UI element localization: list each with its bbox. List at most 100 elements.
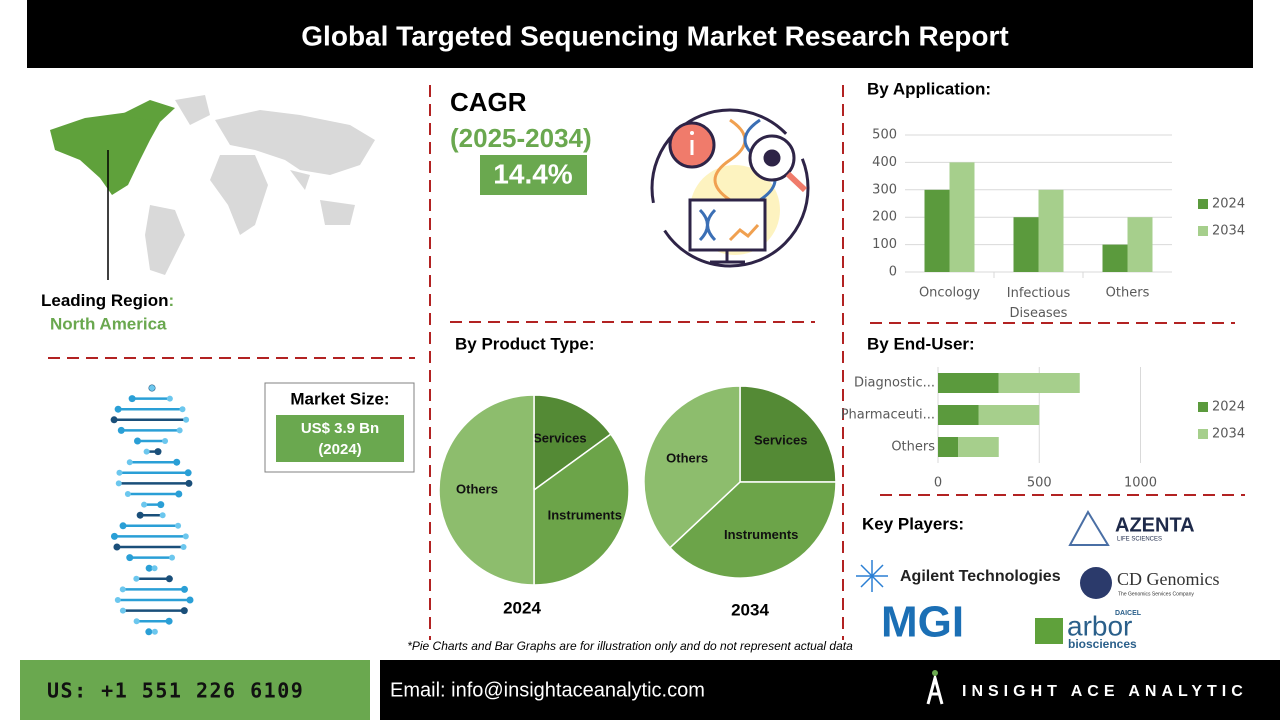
legend-label: 2034 xyxy=(1212,224,1245,239)
dna-dot xyxy=(114,405,122,413)
dna-dot xyxy=(119,522,127,530)
cd-genomics-name: CD Genomics xyxy=(1117,569,1220,589)
brand: INSIGHT ACE ANALYTIC xyxy=(962,683,1248,700)
pie-slice xyxy=(533,394,612,492)
slice-label: Services xyxy=(533,431,587,446)
dna-dot xyxy=(184,469,192,477)
market-size-value: US$ 3.9 Bn xyxy=(301,420,379,437)
azenta-tagline: LIFE SCIENCES xyxy=(1117,537,1162,543)
dna-dot xyxy=(179,406,186,413)
arbor-parent: DAICEL xyxy=(1115,610,1142,617)
x-tick-label: Infectious Diseases xyxy=(1007,286,1071,321)
dna-dot xyxy=(182,533,189,540)
dna-dot xyxy=(115,480,122,487)
dna-dot xyxy=(159,512,166,519)
y-tick-label: 500 xyxy=(872,128,897,143)
research-icon xyxy=(650,108,810,268)
dna-dot xyxy=(151,628,158,635)
y-tick-label: Pharmaceuti... xyxy=(841,408,935,423)
chart-title: By Application: xyxy=(867,79,991,98)
market-size-label: Market Size: xyxy=(290,389,389,408)
chart-title: By Product Type: xyxy=(455,334,594,353)
legend-swatch xyxy=(1198,199,1208,209)
bar xyxy=(924,189,950,272)
dna-graphic xyxy=(110,384,194,636)
pie-year: 2034 xyxy=(731,600,769,619)
cd-genomics-tagline: The Genomics Services Company xyxy=(1118,591,1194,597)
y-tick-label: 200 xyxy=(872,210,897,225)
y-tick-label: 0 xyxy=(889,265,897,280)
y-tick-label: Diagnostic... xyxy=(854,376,935,391)
pie-slice xyxy=(533,433,630,586)
dna-dot xyxy=(154,448,162,456)
dna-dot xyxy=(165,617,173,625)
dna-dot xyxy=(185,479,193,487)
dna-dot xyxy=(149,385,155,391)
pie-slice xyxy=(668,481,837,579)
footnote: *Pie Charts and Bar Graphs are for illus… xyxy=(407,639,853,653)
slice-label: Others xyxy=(456,481,498,496)
key-players-title: Key Players: xyxy=(862,514,964,533)
dna-dot xyxy=(166,395,173,402)
bar xyxy=(1102,244,1128,272)
arbor-name: arbor xyxy=(1067,610,1132,641)
dna-dot xyxy=(126,459,133,466)
bar xyxy=(978,405,1040,425)
dna-dot xyxy=(128,395,136,403)
x-tick-label: 500 xyxy=(1027,476,1052,491)
dna-dot xyxy=(124,491,131,497)
dna-dot xyxy=(133,437,141,445)
region-label: Leading Region: xyxy=(41,291,174,310)
legend-label: 2034 xyxy=(1212,427,1245,442)
bar xyxy=(949,162,975,272)
email: Email: info@insightaceanalytic.com xyxy=(390,679,705,701)
dna-dot xyxy=(175,490,183,498)
bar xyxy=(938,373,999,393)
y-tick-label: 100 xyxy=(872,237,897,252)
dna-dot xyxy=(180,585,188,593)
brand-logo xyxy=(926,672,944,705)
dna-dot xyxy=(176,427,183,434)
cagr-box xyxy=(480,155,587,195)
agilent-mark xyxy=(856,560,888,592)
dna-dot xyxy=(110,532,118,540)
market-size-year: (2024) xyxy=(318,441,361,458)
slice-label: Instruments xyxy=(548,507,622,522)
slice-label: Instruments xyxy=(724,527,798,542)
title: Global Targeted Sequencing Market Resear… xyxy=(301,20,1008,51)
dna-dot xyxy=(145,628,153,636)
y-tick-label: 400 xyxy=(872,155,897,170)
dna-dot xyxy=(165,575,173,583)
x-tick-label-line: Diseases xyxy=(1010,306,1068,321)
bar xyxy=(938,437,959,457)
arbor-mark xyxy=(1035,618,1063,644)
pie-slice xyxy=(438,394,535,586)
bar xyxy=(1127,217,1153,272)
dna-dot xyxy=(114,597,121,603)
cagr-value: 14.4% xyxy=(493,158,572,189)
dna-dot xyxy=(113,543,121,551)
dna-dot xyxy=(180,544,187,550)
market-size-value-box xyxy=(276,415,404,462)
azenta-name: AZENTA xyxy=(1115,514,1195,536)
slice-label: Services xyxy=(754,433,808,448)
agilent-name: Agilent Technologies xyxy=(900,568,1061,585)
pie-slice xyxy=(739,385,837,483)
x-tick-label-line: Infectious xyxy=(1007,286,1071,301)
bar xyxy=(1038,189,1064,272)
dna-dot xyxy=(117,426,125,434)
dna-dot xyxy=(116,469,123,476)
dna-dot xyxy=(110,416,118,424)
dna-dot xyxy=(183,416,190,423)
key-player-logos: AZENTA LIFE SCIENCES Agilent Technologie… xyxy=(856,509,1220,651)
slice-label: Others xyxy=(666,451,708,466)
arbor-sub: biosciences xyxy=(1068,637,1137,651)
cagr-period: (2025-2034) xyxy=(450,123,592,153)
dna-dot xyxy=(143,448,150,455)
dna-dot xyxy=(141,501,148,508)
x-tick-label: Oncology xyxy=(919,286,980,301)
dna-dot xyxy=(157,501,165,509)
dna-dot xyxy=(162,438,169,444)
bar xyxy=(1013,217,1039,272)
